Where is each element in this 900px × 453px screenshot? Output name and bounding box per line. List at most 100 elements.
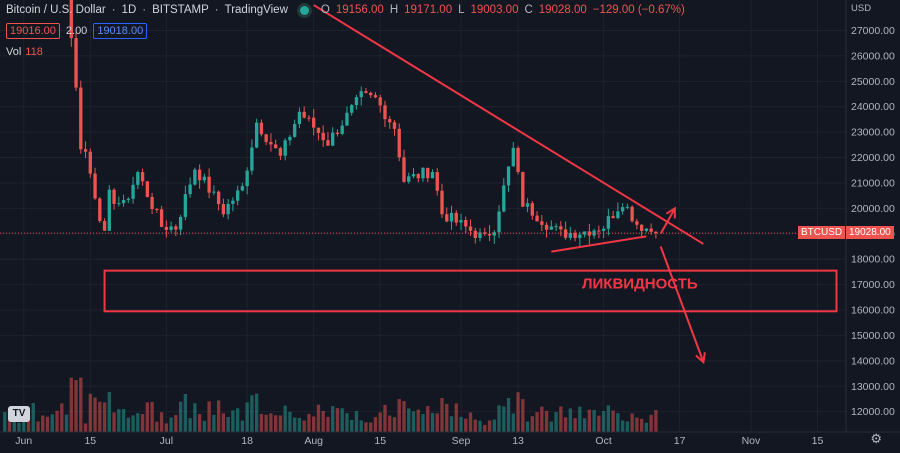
candle-body	[231, 200, 235, 204]
candle-body	[606, 216, 611, 229]
volume-bar	[525, 421, 530, 432]
candle-body	[321, 132, 325, 141]
volume-bar	[373, 417, 378, 432]
candle-body	[554, 226, 558, 228]
drawings-layer[interactable]: ЛИКВИДНОСТЬ	[103, 4, 838, 365]
candle-body	[416, 174, 420, 179]
time-tick-label: 15	[84, 435, 96, 447]
interval-label[interactable]: 1D	[121, 4, 137, 16]
volume-bar	[273, 415, 278, 432]
time-axis[interactable]: Jun 15 Jul 18 Aug 15 Sep 13 Oct 17 Nov 15	[0, 431, 900, 447]
quote-row: 19016.00 2.00 19018.00	[6, 23, 148, 39]
candle-body	[454, 212, 458, 223]
time-tick-label: Jun	[15, 435, 32, 447]
volume-bar	[483, 424, 487, 432]
volume-bar	[307, 413, 311, 432]
candle-body	[440, 190, 444, 215]
volume-bar	[639, 418, 644, 432]
volume-bar	[516, 392, 520, 432]
volume-bar	[416, 409, 420, 432]
market-status-icon[interactable]	[299, 5, 309, 15]
volume-bar	[540, 406, 544, 432]
candle-body	[212, 191, 216, 193]
gear-icon[interactable]: ⚙	[870, 431, 882, 446]
candle-body	[559, 226, 563, 230]
candle-body	[506, 166, 511, 186]
candle-body	[639, 224, 644, 231]
volume-bar	[350, 419, 354, 432]
buy-button[interactable]: 19018.00	[93, 23, 148, 39]
candle-body	[240, 186, 245, 191]
candle-body	[98, 198, 102, 222]
volume-bar	[521, 399, 525, 432]
volume-bar	[254, 393, 259, 432]
resistance-trendline	[313, 4, 704, 245]
high-label: H	[389, 4, 399, 16]
candle-body	[264, 134, 268, 142]
price-tick-label: 16000.00	[851, 305, 895, 317]
candle-body	[544, 224, 549, 230]
volume-bar	[421, 414, 425, 432]
volume-bar	[478, 420, 482, 432]
volume-bar	[60, 403, 64, 432]
volume-bar	[259, 413, 264, 432]
volume-bar	[235, 408, 240, 432]
candle-body	[259, 122, 264, 135]
candle-body	[88, 151, 92, 174]
candle-body	[283, 140, 287, 156]
candle-body	[535, 215, 539, 222]
volume-bar	[502, 406, 506, 432]
candle-body	[426, 167, 430, 179]
candle-body	[421, 167, 425, 179]
low-value: 19003.00	[470, 4, 519, 16]
candle-body	[407, 176, 411, 182]
volume-bar	[197, 414, 202, 432]
volume-bar	[592, 410, 596, 432]
candle-body	[445, 214, 449, 222]
candle-body	[307, 117, 311, 119]
candle-body	[269, 141, 273, 145]
volume-bar	[88, 393, 92, 432]
candle-body	[601, 228, 606, 231]
volume-bar	[155, 421, 159, 432]
volume-bar	[102, 402, 107, 432]
volume-bar	[530, 416, 534, 432]
source-label: TradingView	[224, 4, 288, 16]
candle-body	[568, 232, 573, 238]
volume-bar	[383, 404, 387, 432]
volume-bar	[354, 411, 359, 432]
volume-bar	[136, 413, 140, 432]
volume-bar	[312, 416, 316, 432]
time-tick-label: 18	[241, 435, 253, 447]
price-tick-label: 17000.00	[851, 279, 895, 291]
time-tick-label: Nov	[742, 435, 761, 447]
volume-bar	[169, 417, 173, 432]
volume-bar	[397, 399, 401, 432]
price-tick-label: 21000.00	[851, 177, 895, 189]
price-tick-label: 23000.00	[851, 127, 895, 139]
candle-body	[316, 127, 321, 133]
volume-bar	[12, 418, 16, 432]
candle-body	[620, 207, 625, 212]
candle-body	[649, 228, 653, 232]
volume-bar	[625, 421, 630, 432]
volume-bar	[511, 413, 515, 432]
candle-body	[483, 232, 487, 234]
open-label: O	[320, 4, 330, 16]
candle-body	[174, 226, 178, 230]
sell-button[interactable]: 19016.00	[6, 23, 60, 39]
price-tick-label: 13000.00	[851, 381, 895, 393]
candle-body	[250, 147, 254, 171]
candle-body	[388, 119, 392, 123]
candle-body	[202, 176, 207, 181]
symbol-name[interactable]: Bitcoin / U.S. Dollar	[6, 4, 106, 16]
tradingview-logo[interactable]: TV	[8, 406, 30, 422]
volume-bar	[79, 377, 83, 432]
volume-bar	[207, 401, 211, 432]
volume-bar	[459, 416, 463, 432]
candle-body	[297, 111, 302, 125]
candle-body	[273, 144, 278, 149]
volume-bar	[578, 406, 582, 432]
volume-bar	[464, 418, 468, 432]
